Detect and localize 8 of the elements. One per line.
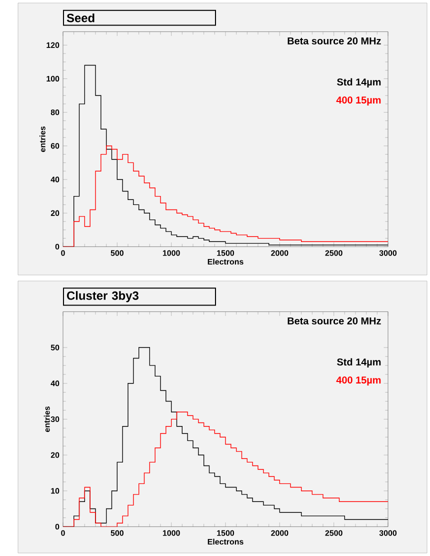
annotation: Beta source 20 MHz bbox=[288, 317, 381, 324]
chart-title: Seed bbox=[66, 13, 94, 22]
text: Std 14µm bbox=[337, 358, 381, 368]
text: 400 15µm bbox=[336, 376, 381, 386]
text: 400 15µm bbox=[336, 96, 381, 106]
text: Std 14µm bbox=[337, 78, 381, 88]
annotation: Beta source 20 MHz bbox=[288, 37, 381, 44]
chart-title: Cluster 3by3 bbox=[66, 291, 138, 302]
